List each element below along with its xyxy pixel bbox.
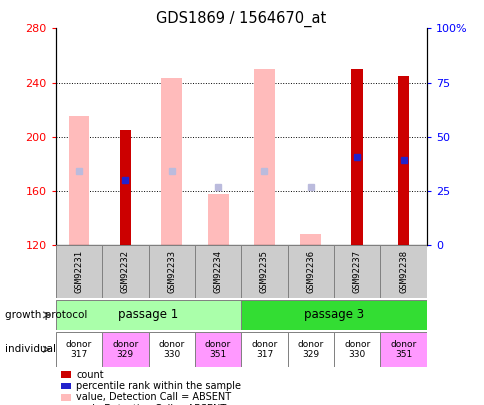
Bar: [102, 332, 148, 367]
Title: GDS1869 / 1564670_at: GDS1869 / 1564670_at: [156, 11, 326, 27]
Text: growth protocol: growth protocol: [5, 310, 87, 320]
Text: percentile rank within the sample: percentile rank within the sample: [76, 381, 241, 391]
Bar: [148, 332, 195, 367]
Bar: [287, 245, 333, 298]
Text: rank, Detection Call = ABSENT: rank, Detection Call = ABSENT: [76, 404, 226, 405]
Text: count: count: [76, 370, 104, 379]
Text: donor
330: donor 330: [158, 340, 184, 359]
Bar: [241, 332, 287, 367]
Text: donor
330: donor 330: [344, 340, 370, 359]
Bar: [56, 332, 102, 367]
Text: GSM92232: GSM92232: [121, 250, 130, 293]
Bar: [195, 332, 241, 367]
Bar: [195, 245, 241, 298]
Text: individual: individual: [5, 344, 56, 354]
Text: donor
329: donor 329: [297, 340, 323, 359]
Bar: [333, 332, 379, 367]
Text: GSM92233: GSM92233: [167, 250, 176, 293]
Text: donor
317: donor 317: [66, 340, 92, 359]
Bar: [207, 194, 228, 245]
Text: passage 3: passage 3: [303, 308, 363, 322]
Text: donor
317: donor 317: [251, 340, 277, 359]
Bar: [300, 234, 320, 245]
Bar: [379, 245, 426, 298]
Text: value, Detection Call = ABSENT: value, Detection Call = ABSENT: [76, 392, 231, 402]
Bar: [254, 69, 274, 245]
Bar: [241, 245, 287, 298]
Bar: [56, 300, 241, 330]
Text: GSM92237: GSM92237: [352, 250, 361, 293]
Bar: [56, 245, 102, 298]
Text: passage 1: passage 1: [118, 308, 178, 322]
Bar: [161, 79, 182, 245]
Text: GSM92234: GSM92234: [213, 250, 222, 293]
Text: GSM92235: GSM92235: [259, 250, 269, 293]
Bar: [241, 300, 426, 330]
Bar: [333, 245, 379, 298]
Bar: [68, 116, 89, 245]
Bar: [379, 332, 426, 367]
Bar: [119, 130, 131, 245]
Bar: [397, 76, 408, 245]
Text: GSM92238: GSM92238: [398, 250, 407, 293]
Text: donor
351: donor 351: [205, 340, 231, 359]
Bar: [148, 245, 195, 298]
Text: GSM92231: GSM92231: [75, 250, 83, 293]
Bar: [351, 69, 363, 245]
Text: GSM92236: GSM92236: [306, 250, 315, 293]
Text: donor
329: donor 329: [112, 340, 138, 359]
Bar: [102, 245, 148, 298]
Bar: [287, 332, 333, 367]
Text: donor
351: donor 351: [390, 340, 416, 359]
